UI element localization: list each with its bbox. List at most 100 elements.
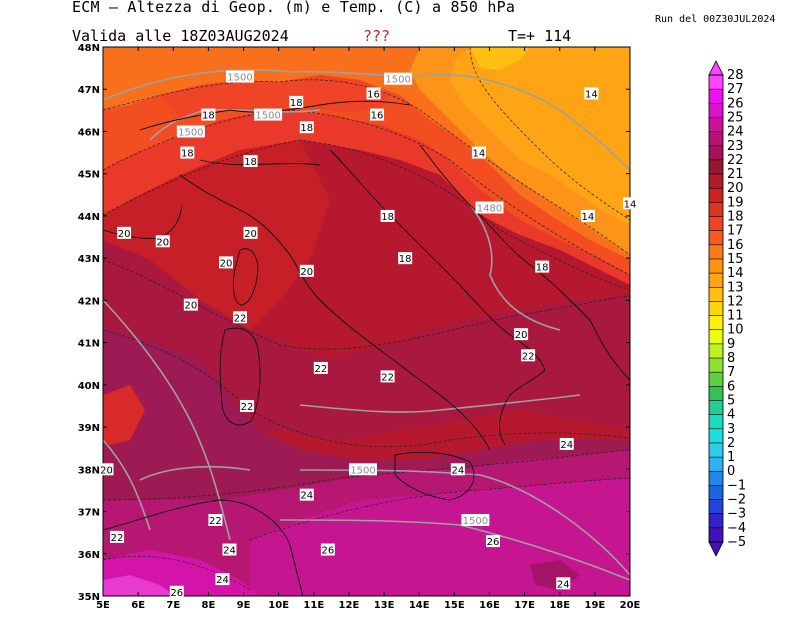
geopotential-label-text: 1500 — [463, 516, 488, 527]
longitude-axis: 5E 6E 7E 8E 9E 10E 11E 12E 13E 14E 15E 16E 17E 18E 19E… — [96, 600, 640, 611]
colorbar-label: 8 — [727, 351, 735, 366]
temperature-label-text: 18 — [244, 157, 257, 168]
longitude-label: 14E — [409, 600, 430, 611]
geopotential-label-text: 1500 — [385, 75, 410, 86]
colorbar-label: 25 — [727, 110, 744, 125]
temperature-label-text: 18 — [290, 98, 303, 109]
temperature-label-text: 20 — [244, 229, 257, 240]
temperature-label-box — [450, 463, 465, 476]
latitude-label: 35N — [78, 592, 100, 603]
temp-band-alps — [160, 75, 390, 118]
temperature-label-box — [485, 535, 500, 548]
colorbar-label: 17 — [727, 224, 744, 239]
colorbar-label: 15 — [727, 252, 744, 267]
temperature-label-box — [183, 298, 198, 311]
temperature-label-text: 24 — [560, 440, 573, 451]
colorbar-swatch — [709, 386, 723, 401]
colorbar-swatch — [709, 442, 723, 458]
temp-band-12-13 — [470, 47, 530, 70]
temperature-label-box — [514, 328, 529, 341]
colorbar-label: 28 — [727, 68, 744, 83]
temperature-label: 20 — [514, 328, 529, 341]
map-area — [103, 47, 630, 596]
colorbar-swatch — [709, 527, 723, 543]
temperature-label-box — [240, 399, 255, 412]
temperature-label: 20 — [155, 235, 170, 248]
longitude-label: 12E — [339, 600, 360, 611]
geopotential-label-box — [384, 72, 413, 85]
longitude-label: 17E — [514, 600, 535, 611]
colorbar-swatch — [709, 301, 723, 317]
temperature-label-text: 24 — [223, 546, 236, 557]
temperature-label-text: 14 — [585, 89, 598, 100]
temperature-label: 26 — [320, 543, 335, 557]
colorbar-label: −1 — [727, 478, 746, 493]
temperature-label-text: 20 — [220, 258, 233, 269]
valid-time: Valida alle 18Z03AUG2024 — [72, 27, 289, 45]
geopotential-label: 1500 — [384, 72, 413, 86]
latitude-label: 36N — [78, 550, 100, 561]
longitude-label: 7E — [166, 600, 180, 611]
temperature-label-text: 14 — [473, 149, 486, 160]
colorbar-swatch — [709, 428, 723, 444]
temperature-label-text: 20 — [156, 237, 169, 248]
colorbar-swatch — [709, 471, 723, 486]
temperature-label-box — [299, 264, 314, 277]
geopotential-label-box — [475, 201, 504, 214]
temperature-label-text: 20 — [300, 267, 313, 278]
colorbar-swatch — [709, 485, 723, 501]
geopotential-label: 1500 — [461, 513, 490, 527]
geopotential-label-text: 1500 — [350, 465, 375, 476]
colorbar-label: 23 — [727, 139, 744, 154]
temperature-label-text: 16 — [367, 89, 380, 100]
temp-band-22-23 — [103, 240, 630, 450]
temperature-label-box — [398, 252, 413, 265]
colorbar-label: 10 — [727, 323, 744, 338]
colorbar-swatch — [709, 400, 723, 416]
temperature-label: 24 — [559, 437, 574, 451]
colorbar-label: 7 — [727, 365, 735, 380]
colorbar-label: 14 — [727, 266, 744, 281]
temperature-labels: 14 16 16 18 18 18 18 18 14 18 14 14 18 18 20 20 20 20 20 20… — [99, 87, 637, 599]
temperature-label: 26 — [169, 585, 184, 599]
geopotential-label-box — [254, 108, 283, 121]
longitude-label: 10E — [268, 600, 289, 611]
temperature-label-text: 24 — [451, 465, 464, 476]
temp-band-27-28 — [103, 575, 175, 596]
colorbar-swatch — [709, 258, 723, 274]
run-label: Run del 00Z30JUL2024 — [655, 14, 776, 25]
colorbar-label: −5 — [727, 535, 746, 550]
temperature-label: 22 — [233, 311, 248, 324]
temperature-label-text: 20 — [100, 465, 113, 476]
colorbar-label: −2 — [727, 493, 746, 508]
temperature-label-text: 14 — [624, 199, 637, 210]
temp-band-20-21 — [103, 140, 330, 330]
temperature-label-text: 18 — [381, 212, 394, 223]
latitude-label: 39N — [78, 423, 100, 434]
colorbar-bottom-arrow — [708, 541, 724, 557]
colorbar-label: 16 — [727, 238, 744, 253]
geopotential-label-text: 1500 — [178, 127, 203, 138]
temperature-label: 22 — [208, 513, 223, 527]
temperature-label-text: 20 — [118, 229, 131, 240]
geopotential-labels: 1500 1500 1500 1500 1480 1500 1500 — [176, 70, 504, 527]
temperature-label: 22 — [313, 361, 328, 375]
temperature-label: 16 — [370, 108, 385, 122]
colorbar-swatch — [709, 145, 723, 161]
temperature-label-text: 20 — [184, 301, 197, 312]
temperature-label-text: 24 — [300, 491, 313, 502]
temperature-label-text: 22 — [522, 351, 535, 362]
colorbar-swatch — [709, 513, 723, 529]
temperature-label-text: 24 — [557, 579, 570, 590]
colorbar-swatch — [709, 358, 723, 373]
temperature-label: 24 — [222, 543, 237, 557]
latitude-label: 47N — [78, 85, 100, 96]
temperature-label: 24 — [215, 573, 230, 586]
temperature-label-box — [299, 121, 314, 134]
longitude-label: 5E — [96, 600, 110, 611]
temperature-label-text: 18 — [399, 254, 412, 265]
temperature-label-text: 26 — [170, 588, 183, 599]
temperature-label: 18 — [289, 95, 304, 109]
temperature-label-text: 22 — [314, 364, 327, 375]
temperature-label-box — [320, 543, 335, 556]
